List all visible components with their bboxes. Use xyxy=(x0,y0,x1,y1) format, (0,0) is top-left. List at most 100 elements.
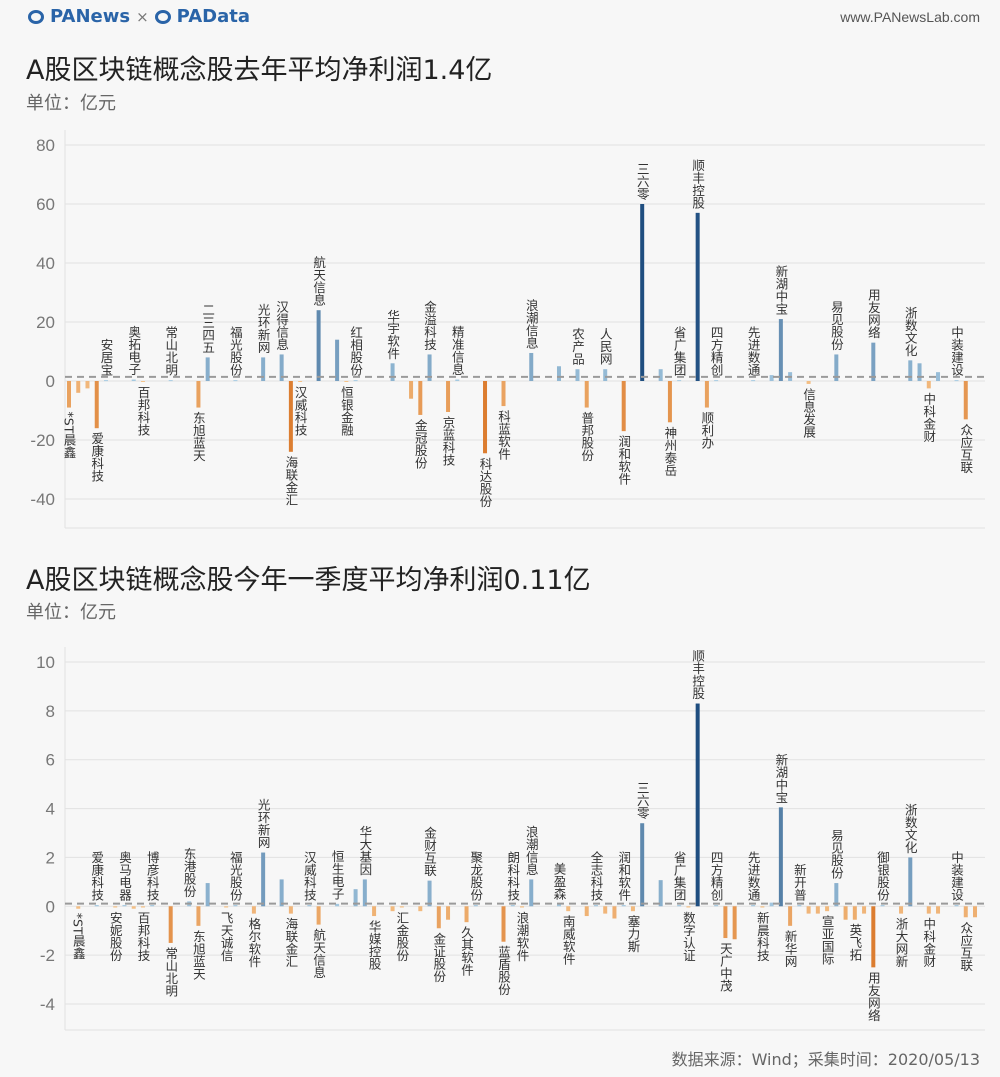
bar xyxy=(843,906,848,920)
bar xyxy=(168,906,173,943)
bar xyxy=(834,883,839,907)
bar xyxy=(723,906,728,939)
bar-label: 四方精创 xyxy=(709,326,724,376)
bar-label: 奥马电器 xyxy=(117,851,132,902)
bar xyxy=(769,375,774,381)
bar xyxy=(455,379,460,381)
bar-label: 新华网 xyxy=(783,929,798,968)
bar xyxy=(279,354,284,381)
bar xyxy=(196,381,201,408)
bar xyxy=(113,906,118,908)
bar xyxy=(473,905,478,907)
bar-label: 人民网 xyxy=(598,328,613,366)
logo-separator: × xyxy=(136,7,149,26)
bar xyxy=(205,883,210,907)
bar xyxy=(196,906,201,926)
bar xyxy=(667,381,672,423)
bar-label: 奥拓电子 xyxy=(126,326,141,376)
bar xyxy=(658,369,663,381)
y-tick-label: 2 xyxy=(46,848,55,867)
bar xyxy=(806,906,811,914)
bar xyxy=(483,381,488,454)
bar xyxy=(122,905,127,907)
bar-label: 浙数文化 xyxy=(903,305,918,357)
bar xyxy=(834,354,839,381)
bar xyxy=(529,879,534,907)
bar-label: 用友网络 xyxy=(866,971,881,1021)
bar-label: 信息发展 xyxy=(801,388,816,438)
bar-label: 百邦科技 xyxy=(135,386,150,436)
bar-label: 科达股份 xyxy=(478,457,493,507)
bar-label: 安居宝 xyxy=(98,338,113,377)
bar xyxy=(556,366,561,381)
bar-label: 全志科技 xyxy=(588,850,603,901)
bar-label: 美盈森 xyxy=(551,862,566,900)
bar xyxy=(150,905,155,907)
bar-label: 常山北明 xyxy=(163,947,178,998)
bar-label: 华媒控股 xyxy=(367,919,382,971)
bar-label: 浪潮软件 xyxy=(515,911,530,962)
bar-label: 爱康科技 xyxy=(89,851,104,901)
bar xyxy=(778,319,783,381)
bar-label: 海联金汇 xyxy=(283,455,298,506)
bar xyxy=(205,357,210,381)
bar xyxy=(279,879,284,907)
bar-label: 汉威科技 xyxy=(293,386,308,436)
bar xyxy=(686,906,691,908)
bar xyxy=(640,823,645,907)
bar xyxy=(862,906,867,914)
bar-label: 御银股份 xyxy=(875,850,890,901)
bar-label: 华宇软件 xyxy=(385,308,400,359)
bar-label: 福光股份 xyxy=(228,325,243,376)
bar-label: 金财互联 xyxy=(422,826,437,878)
bar xyxy=(251,906,256,914)
bar xyxy=(899,906,904,914)
bar-label: 海联金汇 xyxy=(283,917,298,968)
bar xyxy=(825,906,830,912)
bar xyxy=(446,381,451,412)
bar xyxy=(621,381,626,432)
bar-label: 中装建设 xyxy=(949,325,964,377)
bar-label: 浙大网新 xyxy=(894,917,909,968)
bar xyxy=(335,903,340,907)
bar xyxy=(168,380,173,382)
bar-label: 金证股份 xyxy=(431,931,446,982)
bar xyxy=(510,905,515,907)
bar xyxy=(288,381,293,452)
chart1-unit: 单位：亿元 xyxy=(26,93,116,114)
y-tick-label: -40 xyxy=(30,490,55,509)
bar xyxy=(584,906,589,917)
bar xyxy=(584,381,589,408)
bar xyxy=(852,906,857,920)
bar-label: 东旭蓝天 xyxy=(191,412,206,462)
y-tick-label: -20 xyxy=(30,431,55,450)
bar xyxy=(936,372,941,381)
bar-label: 省广集团 xyxy=(672,326,687,377)
bar-label: 蓝盾股份 xyxy=(496,946,511,996)
bar-label: 宣亚国际 xyxy=(820,914,835,965)
y-tick-label: 0 xyxy=(46,897,55,916)
site-url: www.PANewsLab.com xyxy=(840,9,980,25)
y-tick-label: 4 xyxy=(46,800,55,819)
bar xyxy=(390,363,395,381)
bar xyxy=(704,381,709,408)
bar-label: 顺丰控股 xyxy=(690,650,705,701)
bar xyxy=(418,906,423,912)
bar xyxy=(409,381,414,399)
y-tick-label: 8 xyxy=(46,702,55,721)
bar xyxy=(630,906,635,912)
bar xyxy=(871,906,876,968)
bar xyxy=(501,381,506,407)
bar xyxy=(131,906,136,909)
bar xyxy=(769,902,774,907)
bar xyxy=(612,906,617,919)
bar xyxy=(427,880,432,907)
bar xyxy=(926,381,931,389)
bar-label: 飞天诚信 xyxy=(219,912,234,963)
bar xyxy=(344,381,349,382)
bar-label: 三六零 xyxy=(635,163,650,201)
bar xyxy=(372,906,377,917)
bar xyxy=(556,903,561,907)
bar xyxy=(815,906,820,914)
